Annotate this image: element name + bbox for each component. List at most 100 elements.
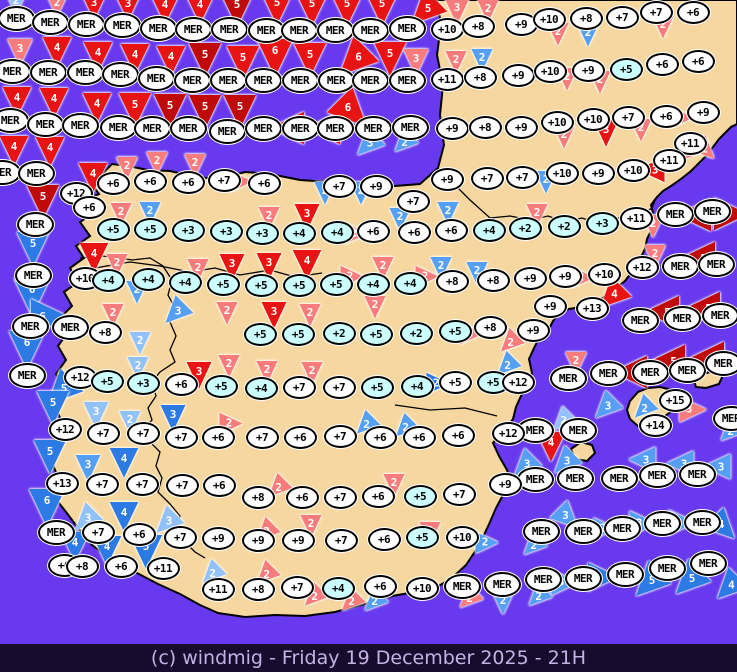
wind-speed-value: 3: [602, 123, 610, 137]
wind-speed-value: 5: [424, 1, 432, 15]
temperature-label: +6: [285, 485, 319, 509]
sea-label: MER: [37, 519, 75, 545]
temperature-label: +7: [505, 165, 539, 189]
temperature-label: +12: [491, 421, 525, 445]
temperature-label: +7: [611, 105, 645, 129]
sea-label: MER: [524, 566, 562, 592]
wind-speed-value: 2: [637, 121, 645, 135]
wind-speed-value: 4: [103, 539, 111, 553]
sea-label: MER: [316, 115, 354, 141]
sea-label: MER: [697, 251, 735, 277]
border-line: [394, 404, 498, 417]
wind-speed-value: 4: [50, 91, 58, 105]
wind-speed-value: 5: [39, 189, 47, 203]
wind-speed-value: 2: [572, 354, 580, 368]
temperature-label: +10: [532, 7, 566, 31]
temperature-label: +7: [165, 473, 199, 497]
wind-speed-value: 2: [109, 306, 117, 320]
temperature-label: +6: [681, 49, 715, 73]
wind-speed-value: 4: [610, 287, 618, 301]
sea-label: MER: [443, 573, 481, 599]
sea-label: MER: [559, 417, 597, 443]
sea-label: MER: [388, 15, 426, 41]
wind-speed-value: 5: [308, 0, 316, 10]
sea-label: MER: [589, 360, 627, 386]
sea-label: MER: [693, 198, 731, 224]
wind-speed-value: 5: [236, 99, 244, 113]
sea-label: MER: [103, 12, 141, 38]
temperature-label: +5: [96, 217, 130, 241]
wind-arrow: 2: [475, 531, 499, 554]
temperature-label: +10: [445, 525, 479, 549]
wind-speed-value: 2: [113, 256, 121, 270]
sea-label: MER: [316, 17, 354, 43]
temperature-label: +9: [548, 264, 582, 288]
temperature-label: +9: [488, 472, 522, 496]
temperature-label: +6: [72, 195, 106, 219]
wind-speed-value: 2: [263, 567, 270, 581]
wind-speed-value: 4: [547, 435, 555, 449]
temperature-label: +5: [438, 370, 472, 394]
wind-speed-value: 2: [584, 26, 592, 40]
sea-label: MER: [26, 111, 64, 137]
temperature-label: +4: [244, 376, 278, 400]
temperature-label: +5: [438, 319, 472, 343]
temperature-label: +9: [513, 266, 547, 290]
temperature-label: +10: [533, 59, 567, 83]
wind-speed-value: 3: [228, 257, 236, 271]
wind-speed-value: 4: [303, 253, 311, 267]
wind-arrow: 2: [215, 301, 239, 325]
temperature-label: +8: [463, 65, 497, 89]
wind-speed-value: 6: [271, 44, 279, 58]
temperature-label: +7: [322, 174, 356, 198]
wind-speed-value: 2: [560, 128, 568, 142]
wind-speed-value: 2: [563, 70, 571, 84]
wind-speed-value: 2: [191, 156, 199, 170]
wind-speed-value: 3: [84, 458, 92, 472]
temperature-label: +9: [501, 63, 535, 87]
sea-label: MER: [704, 350, 737, 376]
sea-label: MER: [280, 17, 318, 43]
wind-speed-value: 2: [223, 304, 231, 318]
sea-label: MER: [516, 466, 554, 492]
temperature-label: +8: [569, 6, 603, 30]
temperature-label: +5: [319, 272, 353, 296]
wind-speed-value: 5: [46, 444, 54, 458]
temperature-label: +5: [405, 525, 439, 549]
temperature-label: +15: [658, 388, 692, 412]
wind-speed-value: 5: [201, 47, 209, 61]
sea-label: MER: [483, 571, 521, 597]
temperature-label: +7: [207, 168, 241, 192]
temperature-label: +8: [65, 554, 99, 578]
sea-label: MER: [638, 462, 676, 488]
wind-speed-value: 2: [363, 417, 370, 431]
temperature-label: +10: [576, 107, 610, 131]
sea-label: MER: [0, 58, 31, 84]
temperature-label: +9: [581, 161, 615, 185]
temperature-label: +6: [434, 218, 468, 242]
wind-speed-value: 2: [533, 206, 541, 220]
wind-speed-value: 5: [166, 98, 174, 112]
wind-arrow: 2: [217, 354, 241, 378]
wind-speed-value: 5: [131, 97, 139, 111]
temperature-label: +8: [473, 315, 507, 339]
sea-label: MER: [210, 16, 248, 42]
wind-speed-value: 3: [604, 399, 611, 413]
sea-label: MER: [391, 114, 429, 140]
sea-label: MER: [656, 201, 694, 227]
sea-label: MER: [16, 211, 54, 237]
temperature-label: +5: [609, 57, 643, 81]
wind-speed-value: 2: [275, 480, 282, 494]
wind-arrow: 2: [491, 591, 515, 615]
wind-speed-value: 2: [123, 159, 131, 173]
sea-label: MER: [606, 561, 644, 587]
wind-speed-value: 6: [28, 283, 36, 297]
wind-speed-value: 2: [507, 335, 514, 349]
temperature-label: +8: [461, 14, 495, 38]
wind-speed-value: 2: [542, 173, 550, 187]
temperature-label: +6: [247, 171, 281, 195]
wind-speed-value: 2: [444, 204, 452, 218]
temperature-label: +6: [397, 220, 431, 244]
temperature-label: +9: [686, 100, 720, 124]
